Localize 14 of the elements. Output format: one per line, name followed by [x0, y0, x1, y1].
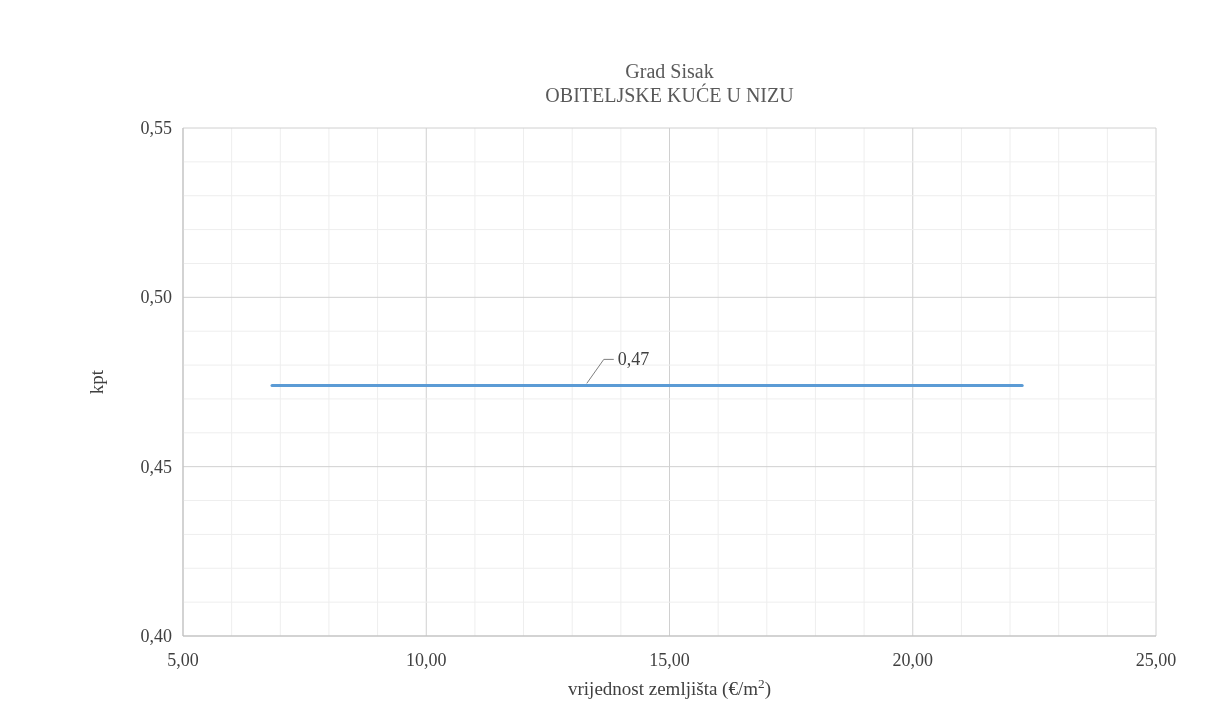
- data-label: 0,47: [617, 349, 650, 370]
- chart-title: Grad Sisak: [625, 60, 714, 82]
- x-tick-label: 10,00: [406, 650, 447, 670]
- x-tick-label: 20,00: [892, 650, 933, 670]
- x-tick-label: 25,00: [1135, 650, 1177, 670]
- y-tick-label: 0,50: [140, 287, 172, 308]
- x-tick-label: 5,00: [167, 650, 199, 670]
- y-axis-title: kpt: [86, 369, 107, 395]
- y-tick-label: 0,40: [140, 626, 172, 646]
- chart-subtitle: OBITELJSKE KUĆE U NIZU: [545, 83, 795, 106]
- y-tick-label: 0,55: [140, 118, 172, 138]
- x-axis-title: vrijednost zemljišta (€/m$^{2}$): [568, 675, 771, 700]
- y-tick-label: 0,45: [140, 456, 172, 477]
- x-tick-label: 15,00: [649, 650, 690, 670]
